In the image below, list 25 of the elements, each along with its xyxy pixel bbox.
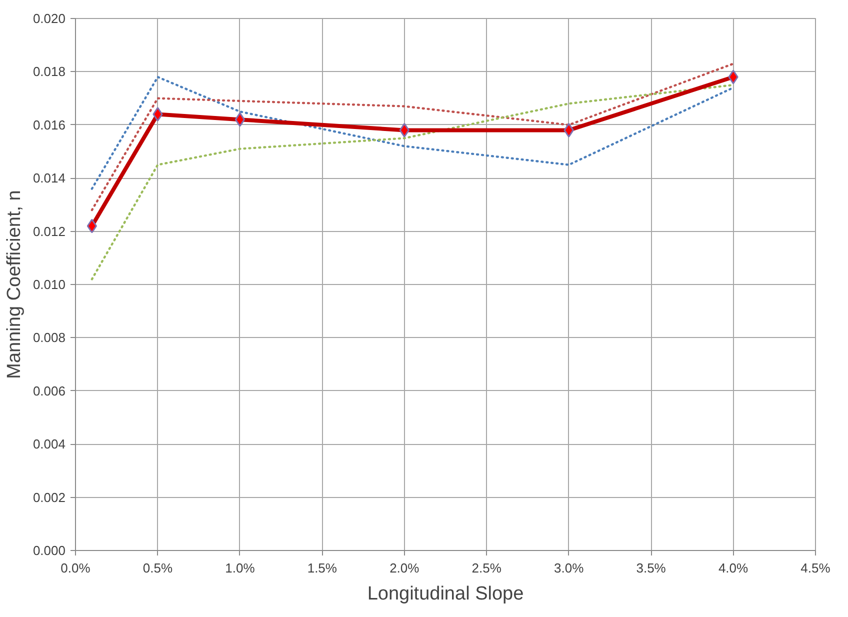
y-axis-title: Manning Coefficient, n: [4, 190, 25, 379]
x-axis-title: Longitudinal Slope: [367, 584, 524, 604]
y-tick-label: 0.014: [32, 170, 66, 186]
y-tick-label: 0.018: [32, 64, 66, 80]
x-tick-label: 4.5%: [800, 560, 831, 576]
y-tick-label: 0.016: [32, 117, 66, 132]
y-tick-label: 0.002: [32, 490, 66, 505]
y-tick-label: 0.008: [32, 330, 66, 346]
x-tick-label: 2.0%: [390, 560, 420, 576]
x-tick-label: 0.5%: [142, 560, 173, 576]
x-tick-label: 3.0%: [554, 560, 584, 576]
y-tick-label: 0.004: [32, 436, 66, 452]
x-tick-label: 1.0%: [225, 560, 256, 576]
x-tick-label: 4.0%: [718, 560, 749, 576]
x-tick-label: 1.5%: [307, 560, 338, 576]
x-tick-label: 0.0%: [60, 560, 91, 576]
y-tick-label: 0.006: [32, 383, 66, 398]
y-tick-label: 0.010: [32, 277, 66, 292]
x-tick-label: 3.5%: [636, 560, 666, 576]
line-series: [90, 62, 734, 212]
y-tick-label: 0.012: [32, 224, 66, 239]
x-tick-label: 2.5%: [472, 560, 502, 576]
line-series: [90, 76, 734, 190]
y-tick-label: 0.020: [32, 11, 66, 26]
y-tick-label: 0.000: [32, 543, 66, 558]
